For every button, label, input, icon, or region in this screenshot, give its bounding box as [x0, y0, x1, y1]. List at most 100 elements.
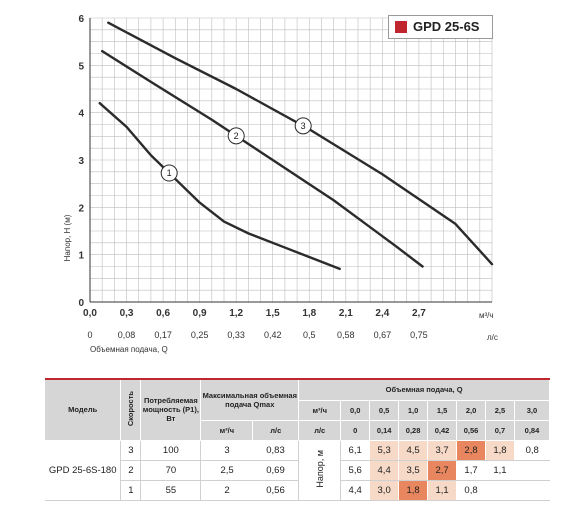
curve-label-circle: [160, 164, 178, 182]
y-tick-label: 0: [78, 298, 84, 309]
head-cell: 0,8: [456, 480, 486, 501]
x2-tick-label: 0,17: [154, 330, 172, 340]
head-cell: [485, 480, 515, 501]
x-tick-label: 2,4: [375, 308, 389, 319]
y-tick-label: 1: [78, 251, 84, 262]
speed-cell: 2: [120, 460, 142, 481]
header-qmax-m3h: м³/ч: [200, 420, 254, 441]
header-speed: Скорость: [120, 380, 142, 441]
header-speed-text: Скорость: [126, 391, 136, 427]
legend-swatch: [395, 21, 407, 33]
power-cell: 70: [140, 460, 202, 481]
table-row: 2 70 2,5 0,69 5,6 4,4 3,5 2,7 1,7 1,1: [45, 460, 550, 481]
x2-tick-label: 0,67: [374, 330, 392, 340]
power-cell: 100: [140, 440, 202, 461]
flow-m3h-3: 1,5: [427, 400, 458, 421]
y-tick-label: 6: [78, 14, 84, 25]
qmax-ls-cell: 0,56: [252, 480, 300, 501]
x-axis-unit-ls: л/с: [487, 333, 498, 342]
curve-speed-3: [107, 21, 494, 266]
x2-tick-label: 0,25: [191, 330, 209, 340]
chart-axes: [89, 18, 492, 303]
x2-tick-label: 0,42: [264, 330, 282, 340]
head-label: Напор, м: [314, 450, 325, 488]
head-cell: 3,0: [369, 480, 399, 501]
head-cell: 4,4: [369, 460, 399, 481]
flow-m3h-6: 3,0: [514, 400, 551, 421]
header-model: Модель: [45, 380, 122, 441]
head-cell: 5,6: [340, 460, 370, 481]
flow-m3h-0: 0,0: [340, 400, 371, 421]
head-cell: [513, 460, 550, 481]
curve-label-text: 1: [167, 168, 172, 178]
flow-ls-6: 0,84: [514, 420, 551, 441]
curve-speed-2: [100, 49, 424, 268]
model-cell: GPD 25-6S-180: [45, 440, 121, 501]
flow-m3h-5: 2,5: [485, 400, 515, 421]
x2-tick-label: 0,75: [410, 330, 428, 340]
speed-cell: 1: [120, 480, 142, 501]
x-tick-label: 1,2: [229, 308, 243, 319]
flow-ls-3: 0,42: [427, 420, 458, 441]
curve-label-circle: [227, 127, 245, 145]
head-cell: 1,1: [427, 480, 457, 501]
head-cell: 3,7: [427, 440, 457, 461]
qmax-m3h-cell: 2: [200, 480, 253, 501]
header-flow-m3h: м³/ч: [298, 400, 342, 421]
flow-m3h-1: 0,5: [369, 400, 400, 421]
chart-grid: [89, 17, 493, 303]
qmax-m3h-cell: 3: [200, 440, 253, 461]
qmax-ls-cell: 0,69: [252, 460, 300, 481]
head-cell: 5,3: [369, 440, 399, 461]
head-cell: 2,7: [427, 460, 457, 481]
head-cell: 1,7: [456, 460, 486, 481]
qmax-m3h-cell: 2,5: [200, 460, 253, 481]
power-cell: 55: [140, 480, 202, 501]
y-tick-label: 5: [78, 61, 84, 72]
x-tick-label: 0,9: [193, 308, 207, 319]
head-cell: 6,1: [340, 440, 370, 461]
head-cell: 4,4: [340, 480, 370, 501]
header-flow: Объемная подача, Q: [298, 380, 550, 401]
flow-m3h-2: 1,0: [398, 400, 429, 421]
head-cell: 1,8: [485, 440, 515, 461]
chart-legend: GPD 25-6S: [388, 15, 493, 39]
head-cell: 1,8: [398, 480, 428, 501]
x2-tick-label: 0,08: [118, 330, 136, 340]
header-flow-ls: л/с: [298, 420, 342, 441]
chart-ticks: 0 1 2 3 4 5 6 0,0 0,3 0,6 0,9 1,2 1,5 1,8 2,1 2,4 2,7 0 0,…: [78, 14, 427, 340]
chart-curves: 1 2 3: [98, 21, 494, 271]
performance-table-wrap: Модель Скорость Потребляемая мощность (P…: [45, 380, 551, 501]
flow-ls-2: 0,28: [398, 420, 429, 441]
x-tick-label: 0,0: [83, 308, 97, 319]
speed-cell: 3: [120, 440, 142, 461]
x-tick-label: 2,1: [339, 308, 353, 319]
head-label-cell: Напор, м: [298, 440, 342, 501]
table-row: GPD 25-6S-180 3 100 3 0,83 Напор, м 6,1 …: [45, 440, 550, 501]
x2-tick-label: 0: [87, 330, 92, 340]
flow-ls-5: 0,7: [485, 420, 515, 441]
y-tick-label: 2: [78, 203, 84, 214]
legend-label: GPD 25-6S: [413, 19, 480, 34]
head-cell: [513, 480, 550, 501]
head-cell: 4,5: [398, 440, 428, 461]
qmax-ls-cell: 0,83: [252, 440, 300, 461]
header-qmax-ls: л/с: [252, 420, 300, 441]
flow-ls-1: 0,14: [369, 420, 400, 441]
performance-table: Модель Скорость Потребляемая мощность (P…: [45, 380, 551, 501]
x-tick-label: 1,8: [302, 308, 316, 319]
curve-label-text: 3: [301, 121, 306, 131]
x-tick-label: 0,6: [156, 308, 170, 319]
y-tick-label: 4: [78, 109, 84, 120]
head-cell: 3,5: [398, 460, 428, 481]
table-row: 1 55 2 0,56 4,4 3,0 1,8 1,1 0,8: [45, 480, 550, 501]
y-tick-label: 3: [78, 156, 84, 167]
head-flow-chart: 1 2 3 0 1 2 3 4 5 6 0,0 0,3 0,6 0,9 1,2 1,5 1,8 2,1 2,4 2,…: [63, 14, 498, 354]
x2-tick-label: 0,33: [227, 330, 245, 340]
x2-tick-label: 0,58: [337, 330, 355, 340]
flow-m3h-4: 2,0: [456, 400, 487, 421]
head-cell: 0,8: [513, 440, 550, 461]
curve-label-circle: [294, 117, 312, 135]
head-cell: 1,1: [485, 460, 515, 481]
table-top-rule: [45, 378, 550, 380]
